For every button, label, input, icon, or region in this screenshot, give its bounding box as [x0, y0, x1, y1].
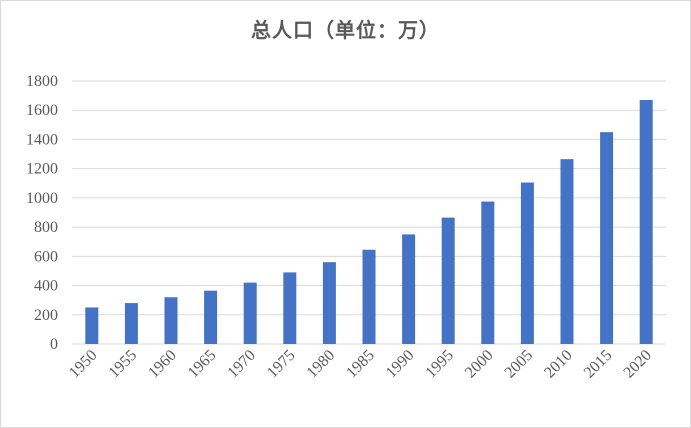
y-axis: 0 200 400 600 800 1000 1200 1400 1600 1800: [26, 73, 58, 353]
x-tick-label: 1950: [66, 347, 101, 382]
bar-1960: [164, 297, 178, 344]
bar-1970: [243, 282, 257, 344]
x-tick-label: 1970: [224, 347, 259, 382]
y-tick-label: 800: [34, 219, 58, 236]
y-tick-label: 200: [34, 307, 58, 324]
bar-2000: [481, 201, 495, 344]
x-tick-label: 1975: [264, 347, 299, 382]
x-tick-label: 1990: [383, 347, 418, 382]
bar-1995: [441, 217, 455, 344]
x-tick-label: 2015: [581, 347, 616, 382]
x-axis: 1950 1955 1960 1965 1970 1975 1980 1985 1990 1995…: [66, 347, 655, 382]
y-tick-label: 0: [50, 336, 58, 353]
bars: [85, 99, 653, 344]
bar-1950: [85, 307, 99, 344]
bar-1955: [124, 303, 138, 344]
bar-1975: [283, 272, 297, 344]
y-tick-label: 1800: [26, 73, 58, 90]
bar-1980: [322, 262, 336, 344]
y-tick-label: 1400: [26, 131, 58, 148]
bar-2020: [639, 99, 653, 344]
x-tick-label: 1960: [145, 347, 180, 382]
y-tick-label: 600: [34, 248, 58, 265]
x-tick-label: 2010: [541, 347, 576, 382]
bar-2015: [600, 132, 614, 344]
y-tick-label: 1000: [26, 190, 58, 207]
x-tick-label: 1980: [304, 347, 339, 382]
y-tick-label: 1200: [26, 161, 58, 178]
bar-2005: [520, 182, 534, 344]
x-tick-label: 1985: [343, 347, 378, 382]
x-tick-label: 2020: [620, 347, 655, 382]
bar-1965: [204, 290, 218, 344]
x-tick-label: 1995: [422, 347, 457, 382]
y-tick-label: 400: [34, 278, 58, 295]
x-tick-label: 1965: [185, 347, 220, 382]
x-tick-label: 2000: [462, 347, 497, 382]
bar-1990: [402, 234, 416, 344]
y-tick-label: 1600: [26, 102, 58, 119]
bar-1985: [362, 249, 376, 344]
x-tick-label: 2005: [502, 347, 537, 382]
bar-2010: [560, 159, 574, 344]
chart-title: 总人口（单位：万）: [251, 18, 440, 42]
x-tick-label: 1955: [106, 347, 141, 382]
